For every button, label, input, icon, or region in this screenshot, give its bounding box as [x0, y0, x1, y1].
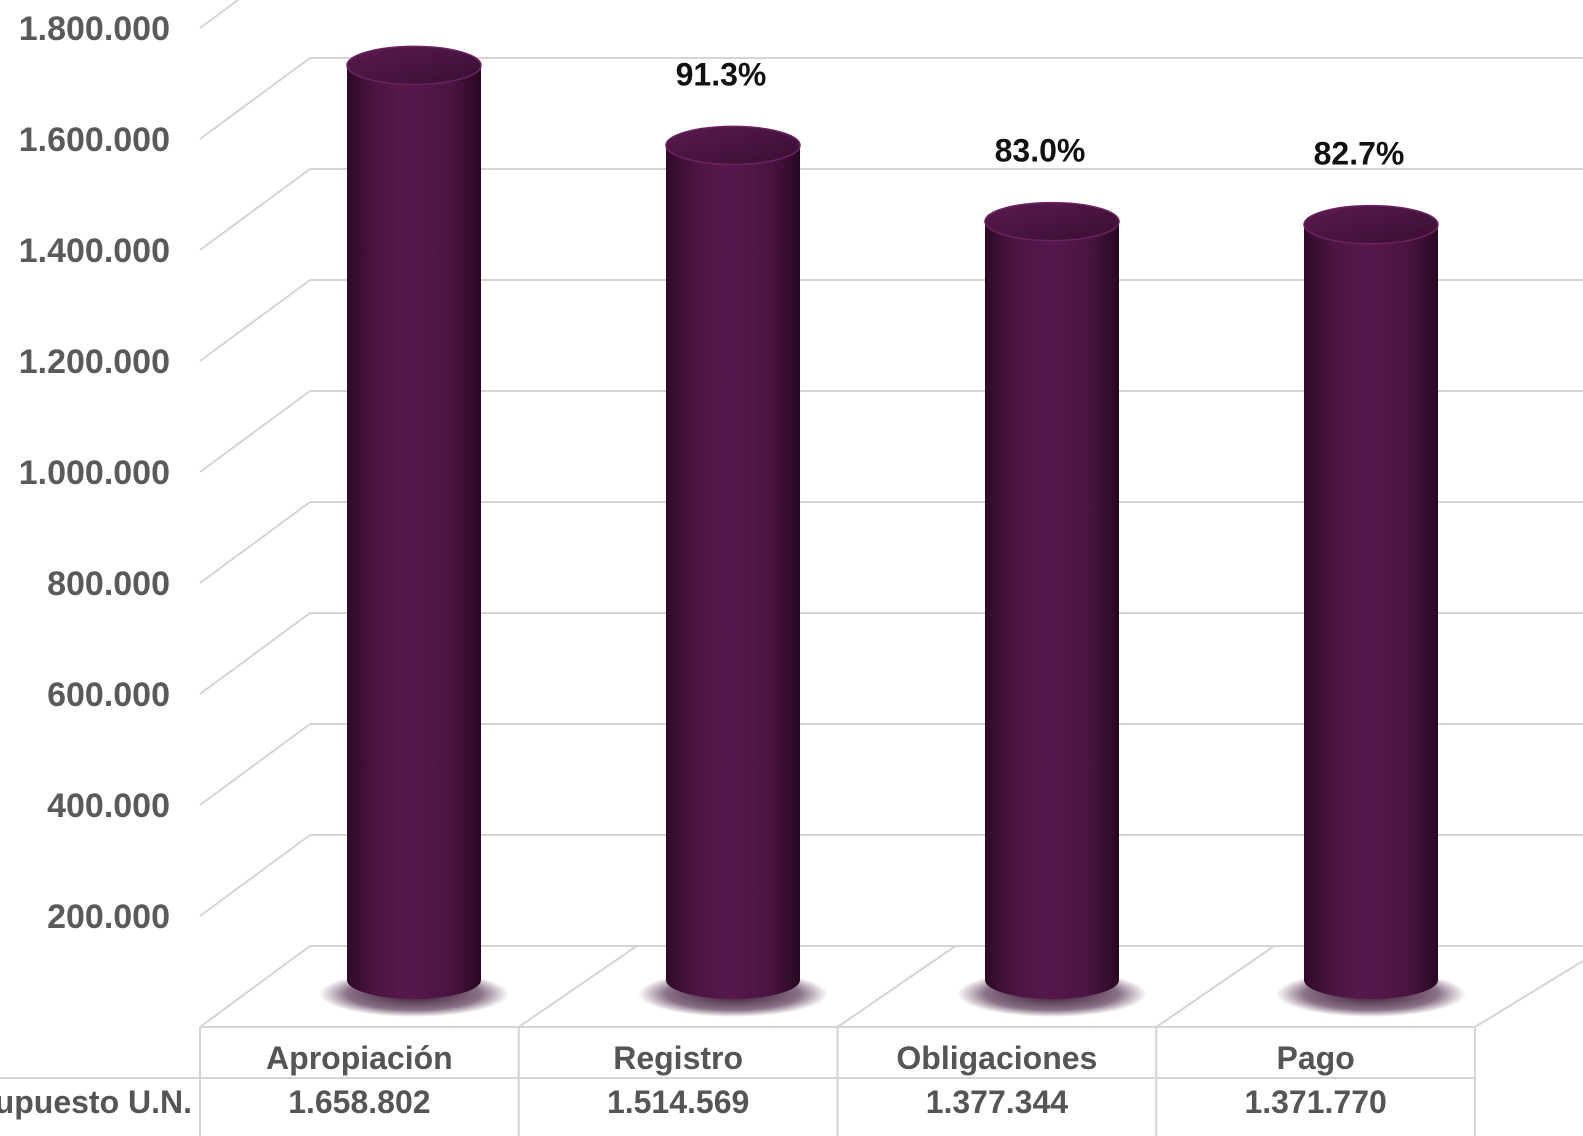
bar-cap — [665, 125, 801, 166]
value-label: 1.377.344 — [926, 1084, 1069, 1120]
percent-label: 91.3% — [676, 56, 767, 92]
category-label: Apropiación — [266, 1040, 453, 1076]
floor-divider — [1155, 945, 1275, 1028]
bar-obligaciones: 83.0% — [957, 133, 1147, 1017]
gridline-wall — [199, 390, 311, 473]
floor-divider — [836, 945, 957, 1028]
gridline-wall — [199, 501, 311, 584]
floor-divider — [518, 945, 638, 1028]
y-tick-label: 1.000.000 — [19, 454, 170, 492]
bar-cap — [1303, 204, 1439, 245]
bar-registro: 91.3% — [638, 56, 828, 1017]
y-tick-label: 1.600.000 — [19, 121, 170, 159]
bar-body — [985, 221, 1119, 999]
bars: 91.3% 83.0% 82.7% — [319, 45, 1466, 1017]
percent-label: 82.7% — [1314, 136, 1405, 172]
category-label: Obligaciones — [896, 1040, 1097, 1076]
y-tick-label: 400.000 — [47, 787, 170, 825]
y-tick-label: 600.000 — [47, 676, 170, 714]
bar-cap — [984, 201, 1120, 242]
y-tick-label: 1.800.000 — [19, 10, 170, 48]
percent-label: 83.0% — [995, 133, 1086, 169]
bar-apropiación — [319, 45, 509, 1017]
value-label: 1.514.569 — [607, 1084, 749, 1120]
bar-pago: 82.7% — [1276, 136, 1466, 1017]
y-tick-label: 200.000 — [47, 898, 170, 936]
gridline-wall — [199, 834, 311, 917]
bar-body — [347, 65, 481, 1000]
floor-plane — [200, 946, 1583, 1027]
bar-body — [1304, 224, 1438, 999]
category-label: Pago — [1277, 1040, 1355, 1076]
bar-body — [666, 145, 800, 1000]
value-label: 1.658.802 — [288, 1084, 430, 1120]
y-tick-label: 1.200.000 — [19, 343, 170, 381]
gridline-wall — [199, 0, 240, 29]
gridline-wall — [199, 612, 311, 695]
category-label: Registro — [613, 1040, 743, 1076]
value-label: 1.371.770 — [1244, 1084, 1386, 1120]
gridline-wall — [199, 168, 311, 251]
gridline-wall — [199, 723, 311, 806]
bar-cap — [346, 45, 482, 86]
data-table: upuesto U.N. Apropiación 1.658.802 Registro… — [0, 1026, 1476, 1136]
y-tick-label: 800.000 — [47, 565, 170, 603]
floor-edge-right — [1474, 960, 1583, 1028]
gridline-wall — [199, 279, 311, 362]
y-tick-label: 1.400.000 — [19, 232, 170, 270]
y-axis: 200.000 400.000 600.000 800.000 1.000.000 1.2… — [19, 10, 170, 936]
gridline-wall — [199, 57, 311, 140]
floor-edge-left — [199, 945, 311, 1028]
table-row-label: upuesto U.N. — [0, 1084, 192, 1120]
